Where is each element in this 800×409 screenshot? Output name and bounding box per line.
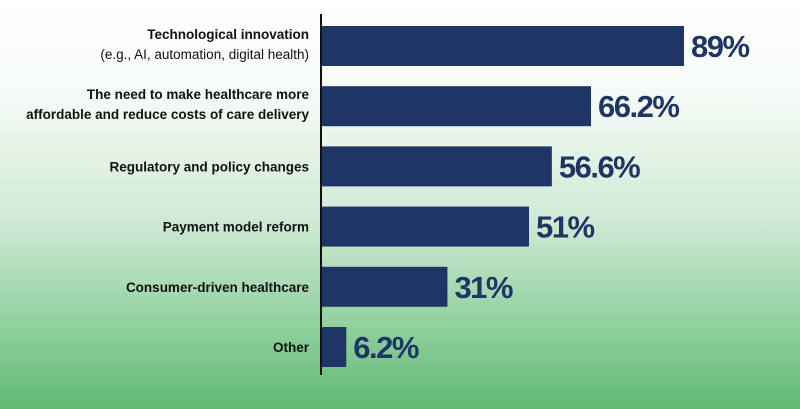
value-label-4: 31%	[454, 270, 512, 305]
category-label-1-line-1: affordable and reduce costs of care deli…	[26, 107, 309, 122]
value-label-5: 6.2%	[353, 330, 419, 365]
bar-0	[321, 26, 684, 66]
category-label-1-line-0: The need to make healthcare more	[87, 87, 310, 102]
bar-1	[321, 86, 592, 127]
category-label-0-line-1: (e.g., AI, automation, digital health)	[100, 47, 309, 62]
bar-4	[321, 266, 448, 307]
value-label-2: 56.6%	[559, 149, 640, 184]
value-label-0: 89%	[691, 29, 749, 64]
category-label-4-line-0: Consumer-driven healthcare	[126, 280, 310, 295]
category-label-3-line-0: Payment model reform	[163, 220, 309, 235]
bar-5	[321, 327, 347, 367]
value-label-3: 51%	[536, 210, 594, 245]
value-label-1: 66.2%	[598, 89, 679, 124]
bar-2	[321, 146, 552, 187]
bar-3	[321, 206, 530, 247]
category-label-2-line-0: Regulatory and policy changes	[109, 159, 309, 174]
category-label-5-line-0: Other	[273, 340, 310, 355]
category-label-0-line-0: Technological innovation	[147, 27, 309, 42]
